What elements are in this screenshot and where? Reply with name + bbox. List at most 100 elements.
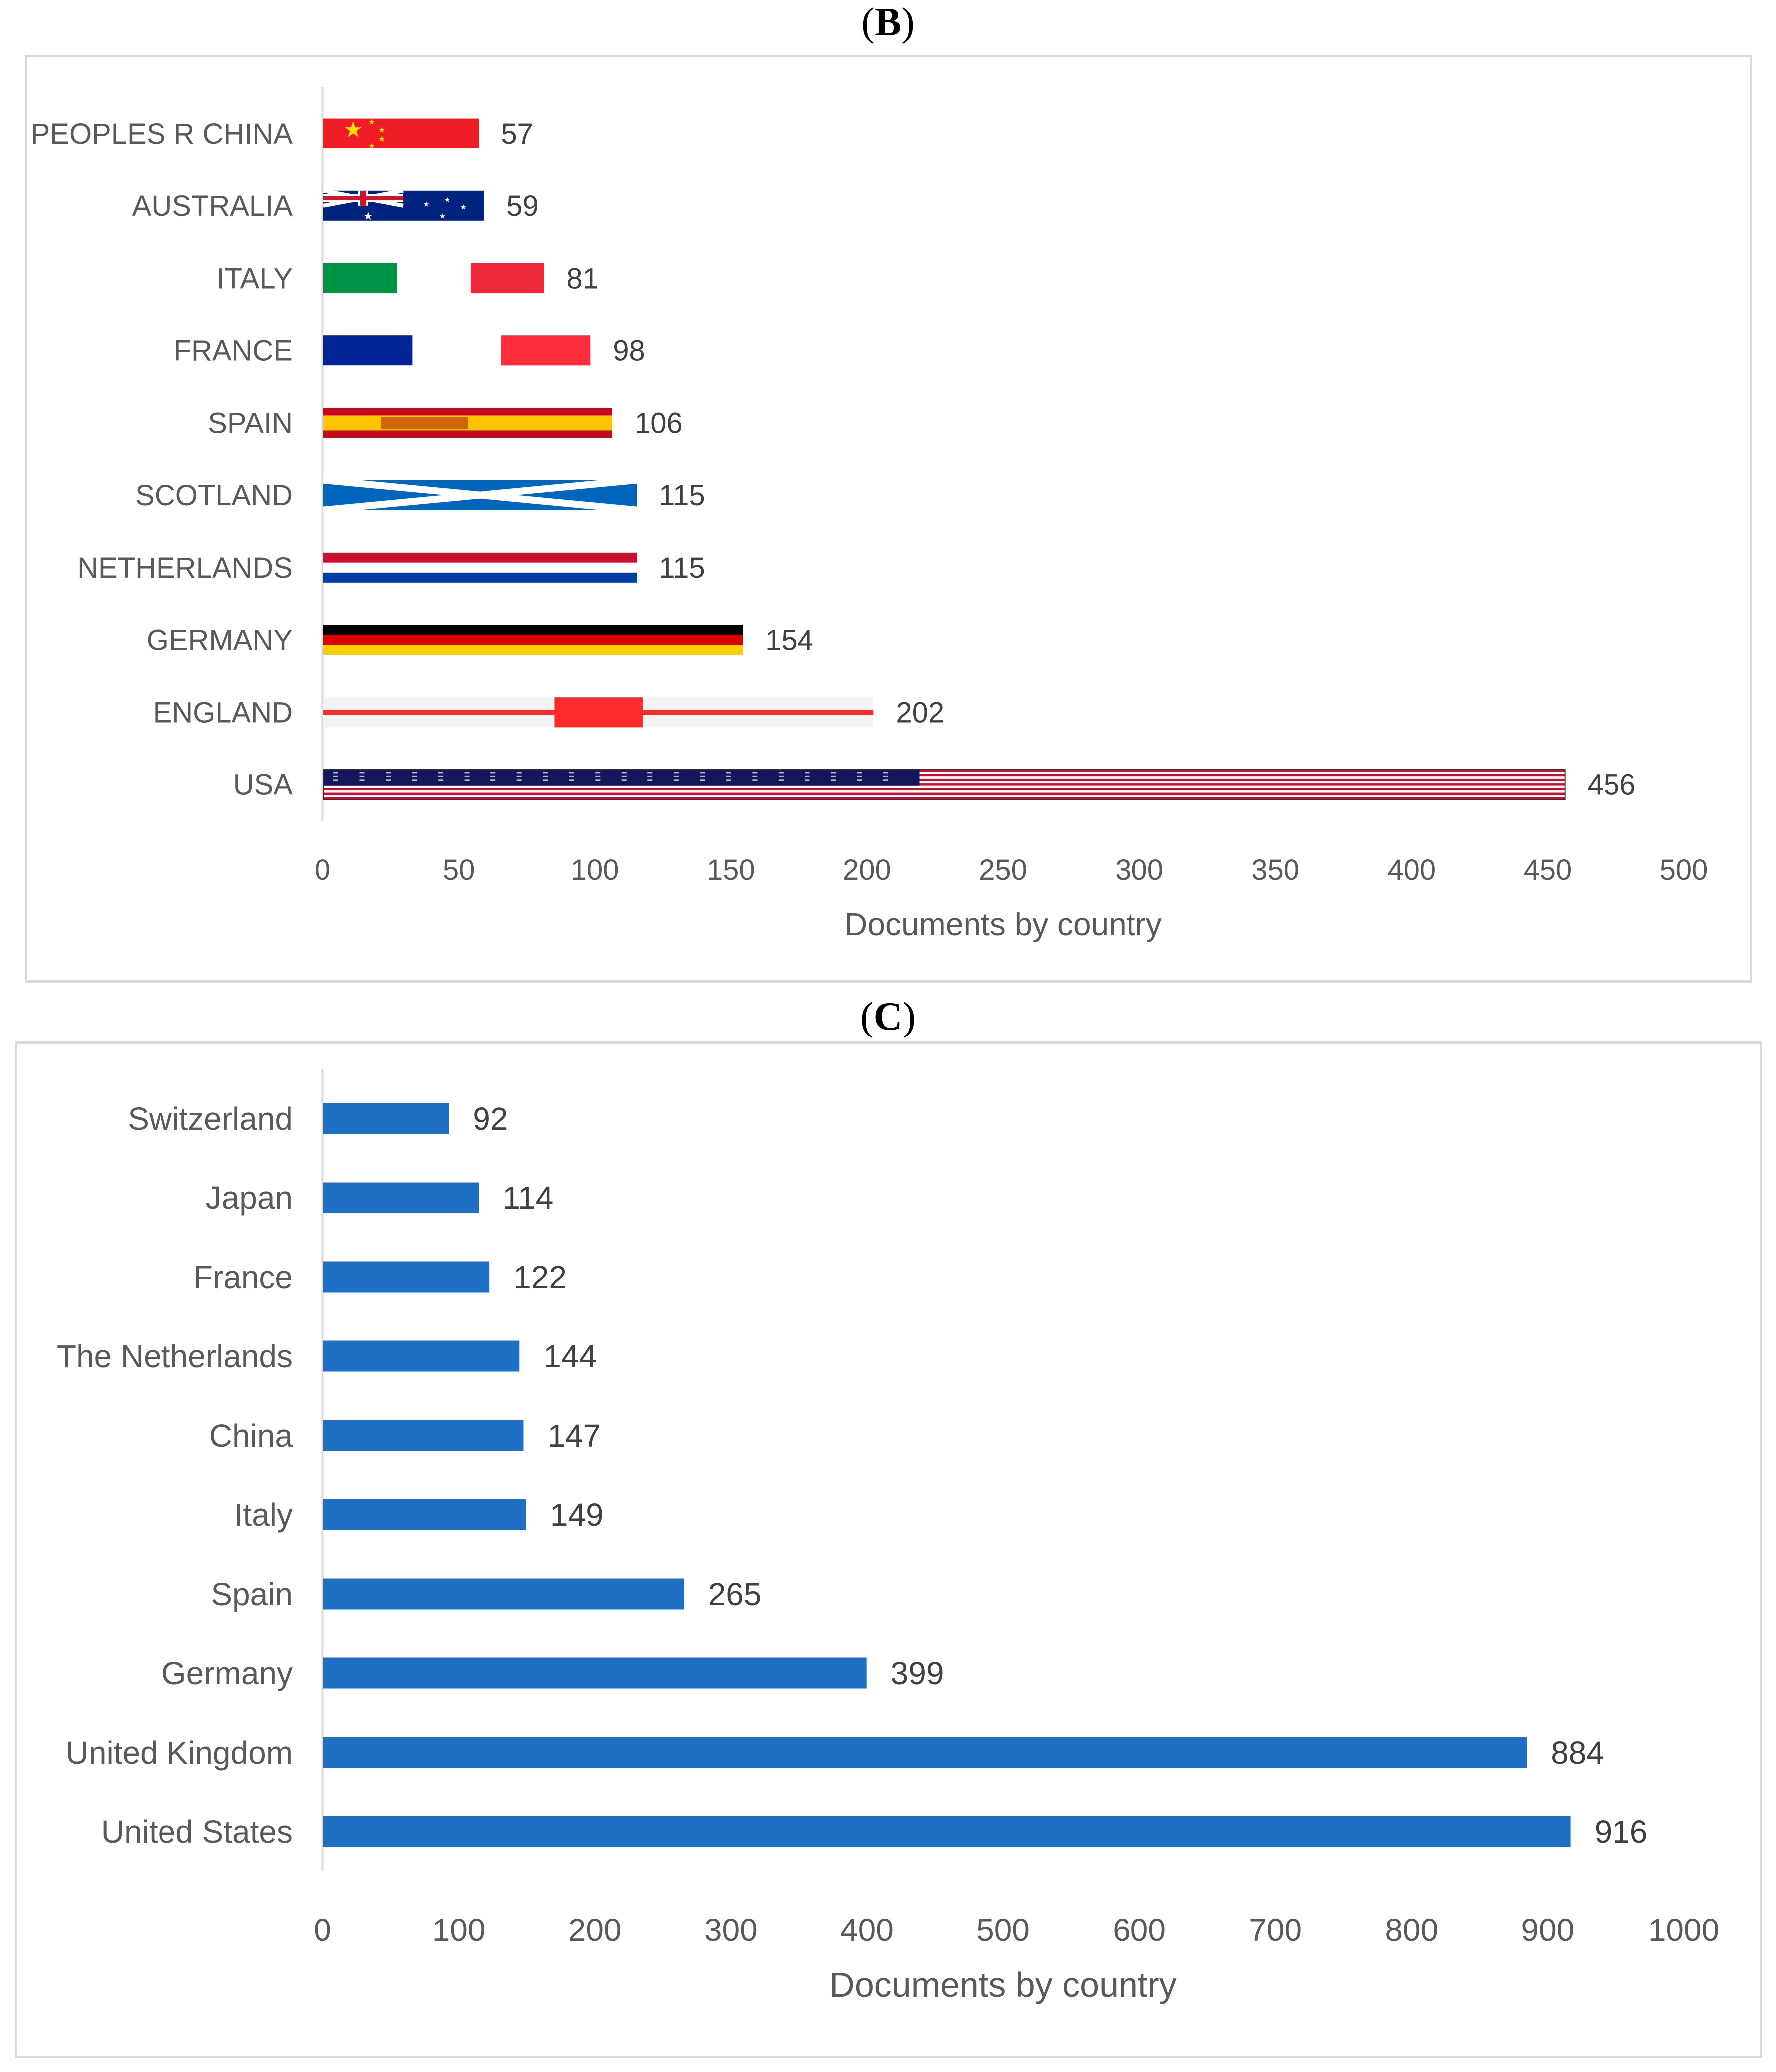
bar-the-netherlands bbox=[323, 1340, 520, 1372]
panel-c-letter: C bbox=[873, 995, 903, 1038]
data-label-england: 202 bbox=[896, 697, 944, 729]
bar-china bbox=[323, 1420, 524, 1451]
x-tick-label-100: 100 bbox=[571, 854, 619, 886]
category-label-france: FRANCE bbox=[174, 335, 293, 367]
svg-text:★: ★ bbox=[343, 118, 363, 142]
category-label-netherlands: NETHERLANDS bbox=[77, 552, 293, 584]
x-tick-label-100: 100 bbox=[432, 1912, 485, 1948]
x-tick-label-400: 400 bbox=[1387, 854, 1436, 886]
x-tick-label-200: 200 bbox=[568, 1912, 622, 1948]
category-label-italy: Italy bbox=[234, 1497, 293, 1533]
category-label-england: ENGLAND bbox=[153, 697, 293, 729]
x-tick-label-50: 50 bbox=[443, 854, 475, 886]
category-label-germany: Germany bbox=[161, 1655, 293, 1691]
bar-italy bbox=[323, 1499, 526, 1530]
data-label-scotland: 115 bbox=[659, 479, 705, 512]
data-label-france: 98 bbox=[613, 335, 645, 367]
data-label-germany: 154 bbox=[765, 624, 813, 656]
bar-germany bbox=[323, 1657, 867, 1689]
data-label-switzerland: 92 bbox=[473, 1101, 508, 1137]
svg-text:★: ★ bbox=[423, 200, 430, 208]
x-axis-title: Documents by country bbox=[844, 906, 1162, 942]
data-label-spain: 106 bbox=[635, 407, 683, 440]
x-tick-label-900: 900 bbox=[1521, 1912, 1575, 1948]
category-label-united-states: United States bbox=[101, 1814, 293, 1850]
data-label-australia: 59 bbox=[506, 190, 539, 222]
category-label-china: China bbox=[209, 1418, 293, 1454]
x-tick-label-450: 450 bbox=[1524, 854, 1572, 886]
x-tick-label-150: 150 bbox=[707, 854, 755, 886]
panel-c-close: ) bbox=[902, 995, 916, 1038]
x-tick-label-1000: 1000 bbox=[1648, 1912, 1719, 1948]
data-label-france: 122 bbox=[513, 1259, 567, 1295]
category-label-spain: SPAIN bbox=[208, 407, 293, 440]
bar-germany bbox=[323, 625, 743, 655]
x-tick-label-0: 0 bbox=[315, 854, 330, 886]
x-tick-label-600: 600 bbox=[1113, 1912, 1166, 1948]
bar-united-states bbox=[323, 1816, 1571, 1847]
bar-australia: ★ ★ ★ ★ ★ bbox=[323, 188, 484, 222]
x-tick-label-500: 500 bbox=[1660, 854, 1708, 886]
data-label-netherlands: 115 bbox=[659, 552, 705, 584]
bar-netherlands bbox=[323, 552, 637, 583]
svg-text:★: ★ bbox=[439, 212, 446, 220]
bar-france bbox=[323, 335, 591, 366]
bar-scotland bbox=[323, 476, 637, 514]
data-label-usa: 456 bbox=[1588, 769, 1636, 801]
x-tick-label-500: 500 bbox=[976, 1912, 1030, 1948]
panel-c-open: ( bbox=[860, 995, 874, 1038]
x-tick-label-800: 800 bbox=[1385, 1912, 1438, 1948]
x-tick-label-300: 300 bbox=[704, 1912, 758, 1948]
panel-b-close: ) bbox=[901, 0, 915, 44]
category-label-spain: Spain bbox=[211, 1576, 293, 1612]
bar-switzerland bbox=[323, 1103, 449, 1134]
bar-spain bbox=[323, 408, 612, 438]
data-label-the-netherlands: 144 bbox=[543, 1338, 597, 1374]
data-label-peoples-r-china: 57 bbox=[501, 118, 533, 150]
category-label-usa: USA bbox=[233, 769, 293, 801]
svg-text:★: ★ bbox=[378, 126, 385, 135]
data-label-united-states: 916 bbox=[1595, 1814, 1648, 1850]
category-label-switzerland: Switzerland bbox=[128, 1101, 293, 1137]
x-tick-label-700: 700 bbox=[1249, 1912, 1302, 1948]
chart-b-frame: PEOPLES R CHINA ★ ★ ★ ★ ★ 57 AUSTRALIA ★ ★ ★ ★ ★ 59 IT… bbox=[25, 55, 1752, 983]
panel-b-label: (B) bbox=[0, 0, 1776, 45]
bar-italy bbox=[323, 263, 544, 293]
data-label-united-kingdom: 884 bbox=[1551, 1735, 1604, 1771]
svg-text:★: ★ bbox=[363, 210, 373, 222]
bar-spain bbox=[323, 1578, 684, 1610]
x-tick-label-350: 350 bbox=[1251, 854, 1299, 886]
x-tick-label-0: 0 bbox=[314, 1912, 331, 1948]
panel-c-label: (C) bbox=[0, 994, 1776, 1039]
data-label-germany: 399 bbox=[891, 1655, 944, 1691]
chart-c: Switzerland 92 Japan 114 France 122 The Nether… bbox=[57, 1069, 1719, 2004]
svg-text:★: ★ bbox=[444, 195, 451, 203]
category-label-scotland: SCOTLAND bbox=[135, 479, 293, 512]
panel-b-letter: B bbox=[874, 0, 902, 44]
category-label-france: France bbox=[193, 1259, 293, 1295]
bar-france bbox=[323, 1261, 490, 1293]
panel-b-open: ( bbox=[861, 0, 875, 44]
bar-japan bbox=[323, 1182, 479, 1213]
data-label-china: 147 bbox=[547, 1418, 601, 1454]
x-tick-label-400: 400 bbox=[840, 1912, 894, 1948]
category-label-the-netherlands: The Netherlands bbox=[57, 1338, 293, 1374]
category-label-peoples-r-china: PEOPLES R CHINA bbox=[31, 118, 293, 150]
category-label-germany: GERMANY bbox=[147, 624, 293, 656]
bar-england bbox=[323, 697, 874, 728]
x-tick-label-250: 250 bbox=[979, 854, 1027, 886]
category-label-united-kingdom: United Kingdom bbox=[66, 1735, 293, 1771]
x-axis-title: Documents by country bbox=[829, 1965, 1176, 2004]
bar-united-kingdom bbox=[323, 1737, 1527, 1768]
data-label-italy: 81 bbox=[566, 262, 599, 295]
bar-usa bbox=[323, 769, 1566, 800]
category-label-japan: Japan bbox=[206, 1180, 293, 1216]
svg-text:★: ★ bbox=[368, 118, 375, 127]
data-label-japan: 114 bbox=[502, 1180, 553, 1216]
bar-peoples-r-china: ★ ★★★★ bbox=[323, 118, 479, 150]
x-tick-label-300: 300 bbox=[1115, 854, 1163, 886]
svg-text:★: ★ bbox=[460, 203, 467, 211]
x-tick-label-200: 200 bbox=[843, 854, 891, 886]
chart-c-frame: Switzerland 92 Japan 114 France 122 The Nether… bbox=[15, 1041, 1762, 2058]
